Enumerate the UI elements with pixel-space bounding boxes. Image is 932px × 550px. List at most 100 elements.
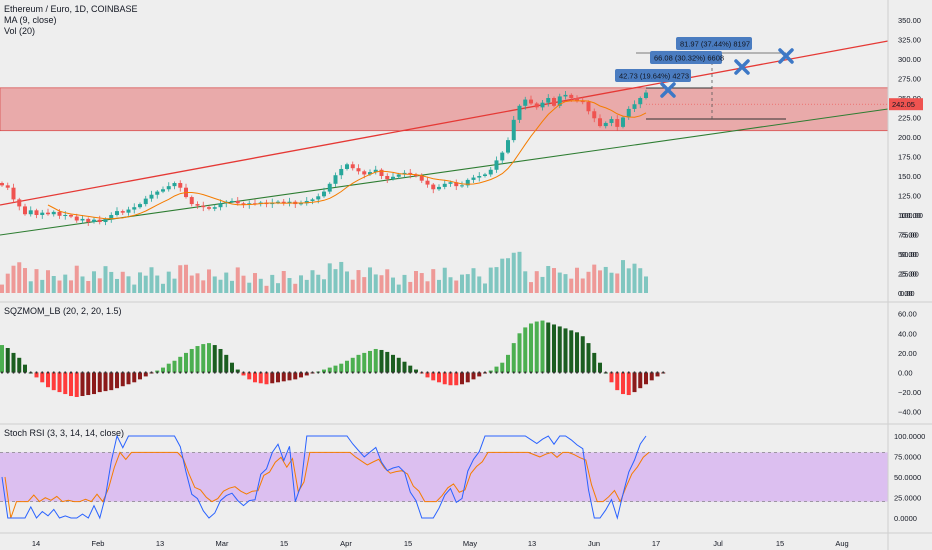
squeeze-dot bbox=[46, 371, 50, 374]
squeeze-bar bbox=[621, 372, 625, 395]
volume-bar bbox=[333, 269, 338, 293]
time-tick-label: Jul bbox=[713, 539, 723, 548]
stoch-tick-label: 75.0000 bbox=[894, 453, 921, 462]
ma-legend[interactable]: MA (9, close) bbox=[4, 15, 57, 25]
candle-body bbox=[166, 186, 171, 190]
squeeze-bar bbox=[92, 372, 96, 395]
squeeze-bar bbox=[258, 372, 263, 384]
volume-bar bbox=[356, 270, 361, 293]
squeeze-bar bbox=[408, 365, 413, 373]
volume-bar bbox=[529, 282, 533, 293]
volume-bar bbox=[115, 278, 119, 293]
squeeze-bar bbox=[40, 372, 45, 383]
squeeze-dot bbox=[138, 371, 142, 374]
squeeze-dot bbox=[466, 371, 469, 374]
squeeze-dot bbox=[524, 371, 527, 374]
squeeze-dot bbox=[236, 371, 239, 374]
candle-body bbox=[51, 211, 56, 215]
candle-body bbox=[57, 211, 62, 216]
squeeze-dot bbox=[35, 371, 38, 374]
candle-body bbox=[638, 98, 643, 105]
volume-bar bbox=[379, 275, 384, 293]
volume-bar bbox=[534, 271, 539, 293]
squeeze-dot bbox=[58, 371, 61, 374]
squeeze-dot bbox=[610, 371, 613, 374]
squeeze-dot bbox=[483, 371, 487, 374]
volume-bar bbox=[69, 280, 73, 293]
squeeze-dot bbox=[207, 371, 211, 374]
volume-bar bbox=[609, 272, 614, 293]
volume-bar bbox=[92, 271, 96, 293]
volume-legend[interactable]: Vol (20) bbox=[4, 26, 36, 36]
squeeze-dot bbox=[644, 371, 648, 374]
squeeze-bar bbox=[494, 366, 499, 373]
squeeze-dot bbox=[311, 371, 314, 374]
squeeze-bar bbox=[569, 330, 574, 373]
volume-bar bbox=[506, 258, 510, 293]
candle-body bbox=[333, 175, 338, 184]
volume-bar bbox=[63, 274, 68, 293]
candle-body bbox=[201, 205, 206, 208]
volume-bar bbox=[0, 284, 4, 293]
candle-body bbox=[609, 119, 614, 123]
candle-body bbox=[281, 201, 286, 204]
squeeze-bar bbox=[586, 343, 591, 373]
squeeze-bar bbox=[460, 372, 464, 385]
squeeze-legend[interactable]: SQZMOM_LB (20, 2, 20, 1.5) bbox=[4, 306, 122, 316]
squeeze-dot bbox=[322, 371, 326, 374]
time-tick-label: 13 bbox=[528, 539, 536, 548]
squeeze-bar bbox=[327, 367, 332, 373]
squeeze-dot bbox=[75, 371, 78, 374]
squeeze-dot bbox=[650, 371, 653, 374]
candle-body bbox=[644, 92, 648, 98]
annotations[interactable]: 81.97 (37.44%) 8197 66.08 (30.32%) 6608 42… bbox=[615, 37, 794, 120]
squeeze-dot bbox=[202, 371, 205, 374]
stoch-legend[interactable]: Stoch RSI (3, 3, 14, 14, close) bbox=[4, 428, 125, 438]
callout-box bbox=[650, 51, 722, 64]
squeeze-dot bbox=[92, 371, 96, 374]
volume-pane bbox=[0, 251, 648, 293]
squeeze-dot bbox=[460, 371, 464, 374]
volume-bar bbox=[517, 251, 522, 293]
price-tick-label: 50.00 bbox=[898, 250, 917, 259]
squeeze-dot bbox=[656, 371, 659, 374]
squeeze-dot bbox=[443, 371, 446, 374]
squeeze-dot bbox=[219, 371, 222, 374]
squeeze-bar bbox=[609, 372, 614, 383]
time-tick-label: 14 bbox=[32, 539, 40, 548]
symbol-title[interactable]: Ethereum / Euro, 1D, COINBASE bbox=[4, 4, 138, 14]
squeeze-dot bbox=[409, 371, 412, 374]
squeeze-dot bbox=[552, 371, 556, 374]
squeeze-dot bbox=[627, 371, 630, 374]
volume-bar bbox=[109, 271, 114, 293]
squeeze-bar bbox=[362, 352, 367, 373]
squeeze-bar bbox=[379, 349, 384, 373]
squeeze-bar bbox=[46, 372, 50, 388]
squeeze-bar bbox=[540, 320, 545, 373]
candle-body bbox=[97, 219, 102, 223]
callout-box bbox=[676, 37, 752, 50]
candle-body bbox=[235, 200, 240, 204]
squeeze-dot bbox=[133, 371, 136, 374]
squeeze-dot bbox=[144, 371, 147, 374]
candle-body bbox=[557, 96, 562, 106]
squeeze-dot bbox=[403, 371, 406, 374]
squeeze-bar bbox=[287, 372, 292, 381]
price-tick-label: 75.00 bbox=[898, 231, 917, 240]
candle-body bbox=[603, 122, 608, 127]
squeeze-bar bbox=[86, 372, 91, 396]
candle-body bbox=[391, 176, 395, 180]
volume-bar bbox=[103, 266, 108, 293]
squeeze-bar bbox=[442, 372, 447, 385]
price-tick-label: 25.00 bbox=[898, 270, 917, 279]
candle-body bbox=[546, 98, 551, 103]
stoch-tick-label: 0.0000 bbox=[894, 514, 917, 523]
candle-body bbox=[488, 169, 493, 175]
squeeze-dot bbox=[121, 371, 124, 374]
squeeze-dot bbox=[18, 371, 21, 374]
target-callout: 66.08 (30.32%) 6608 bbox=[650, 51, 724, 64]
time-tick-label: 13 bbox=[156, 539, 164, 548]
squeeze-dot bbox=[478, 371, 481, 374]
squeeze-bar bbox=[655, 372, 660, 377]
